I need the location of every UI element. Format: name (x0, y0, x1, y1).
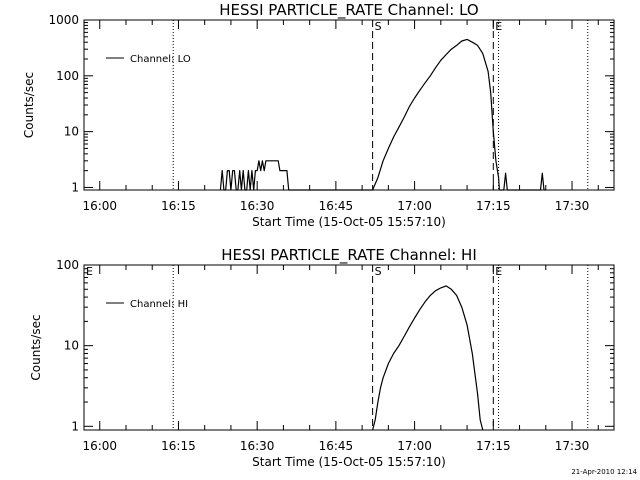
x-tick-label: 16:00 (82, 199, 117, 213)
plot-timestamp: 21-Apr-2010 12:14 (571, 468, 637, 476)
x-tick-label: 16:45 (319, 199, 354, 213)
chart-panel-lo: HESSI PARTICLE_RATE Channel: LO Counts/se… (22, 1, 615, 229)
x-tick-label: 16:30 (240, 439, 275, 453)
y-axis-label: Counts/sec (29, 314, 43, 380)
x-axis-label: Start Time (15-Oct-05 15:57:10) (252, 215, 446, 229)
y-tick-label: 1000 (48, 13, 79, 27)
x-tick-label: 17:15 (476, 199, 511, 213)
marker-label-s: S (375, 265, 382, 278)
plot-frame (83, 19, 615, 191)
marker-label-s: S (375, 20, 382, 33)
legend-label: Channel: LO (130, 54, 191, 65)
y-tick-label: 10 (64, 125, 79, 139)
x-axis-label: Start Time (15-Oct-05 15:57:10) (252, 455, 446, 469)
marker-label-e: E (495, 20, 502, 33)
x-tick-label: 17:30 (555, 439, 590, 453)
x-tick-label: 17:00 (397, 439, 432, 453)
chart-panel-hi: HESSI PARTICLE_RATE Channel: HI Counts/se… (29, 246, 615, 469)
plot-frame (83, 264, 615, 431)
series-line-lo (219, 38, 546, 191)
y-axis-label: Counts/sec (22, 72, 36, 138)
x-tick-label: 16:30 (240, 199, 275, 213)
x-tick-label: 17:30 (555, 199, 590, 213)
chart-title: HESSI PARTICLE_RATE Channel: LO (219, 1, 478, 20)
x-tick-label: 17:15 (476, 439, 511, 453)
x-tick-label: 16:00 (82, 439, 117, 453)
x-tick-label: 16:45 (319, 439, 354, 453)
chart-title: HESSI PARTICLE_RATE Channel: HI (221, 246, 477, 265)
y-tick-label: 1 (71, 419, 79, 433)
marker-label-e: E (86, 265, 93, 278)
x-tick-label: 16:15 (161, 199, 196, 213)
y-tick-label: 100 (56, 258, 79, 272)
legend-label: Channel: HI (130, 299, 188, 310)
y-tick-label: 1 (71, 180, 79, 194)
x-tick-label: 17:00 (397, 199, 432, 213)
marker-label-e: E (495, 265, 502, 278)
y-tick-label: 100 (56, 69, 79, 83)
series-line-hi (372, 285, 484, 431)
x-tick-label: 16:15 (161, 439, 196, 453)
y-tick-label: 10 (64, 339, 79, 353)
